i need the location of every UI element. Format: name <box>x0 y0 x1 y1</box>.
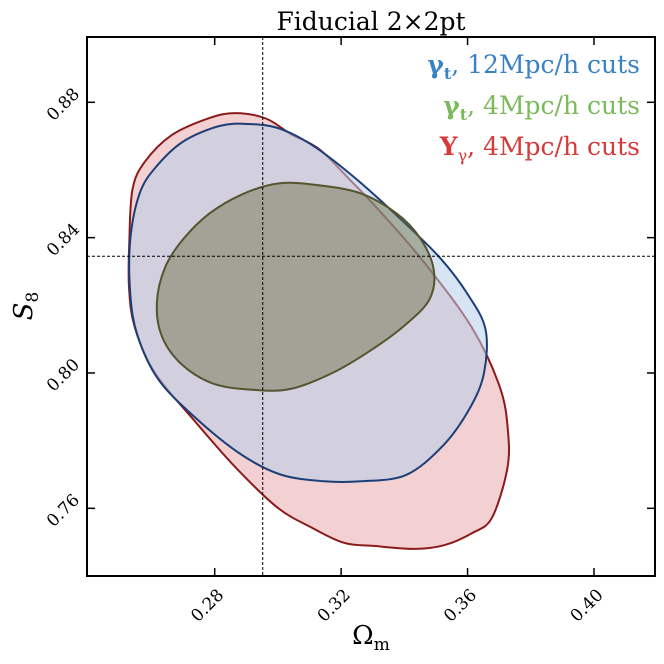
plot-frame <box>86 36 656 577</box>
x-axis-symbol: Ω <box>352 621 374 651</box>
contour-layer <box>127 112 511 550</box>
y-axis-subscript: 8 <box>23 292 43 303</box>
x-tick-label: 0.32 <box>314 585 355 626</box>
legend-entry-green: γt, 4Mpc/h cuts <box>443 91 640 124</box>
y-tick-label: 0.84 <box>43 220 84 261</box>
x-axis-label: Ωm <box>352 621 390 655</box>
legend-label: , 12Mpc/h cuts <box>451 50 640 79</box>
contour-green <box>155 181 436 392</box>
y-tick-label: 0.80 <box>43 355 84 396</box>
legend-entry-red: Yγ, 4Mpc/h cuts <box>439 132 640 165</box>
contour-blue <box>128 122 488 484</box>
x-axis-subscript: m <box>374 635 390 655</box>
y-axis-symbol: S <box>9 303 39 321</box>
x-tick-label: 0.40 <box>567 585 608 626</box>
legend-symbol: γ <box>443 91 460 120</box>
y-tick-label: 0.88 <box>43 84 84 125</box>
y-axis-label: S8 <box>9 292 43 321</box>
legend-symbol: Y <box>439 132 459 161</box>
legend-subscript: t <box>444 64 452 83</box>
legend-subscript: t <box>460 105 468 124</box>
legend-label: , 4Mpc/h cuts <box>467 132 640 161</box>
legend-label: , 4Mpc/h cuts <box>467 91 640 120</box>
legend-subscript: γ <box>458 146 468 165</box>
y-tick-label: 0.76 <box>43 490 84 531</box>
chart-title: Fiducial 2×2pt <box>276 7 465 36</box>
x-tick-label: 0.28 <box>187 585 228 626</box>
x-tick-label: 0.36 <box>440 585 481 626</box>
legend-entry-blue: γt, 12Mpc/h cuts <box>427 50 640 83</box>
legend-symbol: γ <box>427 50 444 79</box>
